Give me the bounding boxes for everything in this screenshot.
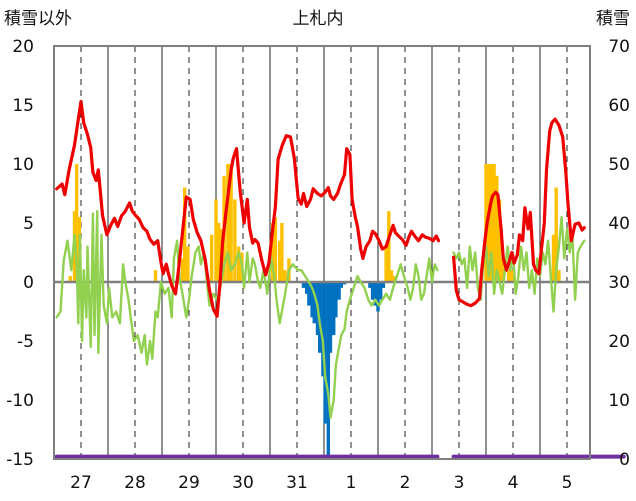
x-tick-label: 5: [562, 473, 573, 493]
x-tick-label: 3: [454, 473, 465, 493]
drop-bar: [376, 282, 380, 312]
drop-bar: [312, 282, 316, 324]
plot-frame: [53, 45, 591, 460]
snowfall-bar: [273, 217, 278, 282]
left-axis-ticks: 20 15 10 5 0 -5 -10 -15: [6, 37, 34, 470]
right-tick-label: 10: [608, 391, 630, 411]
snowfall-bar: [500, 258, 504, 282]
left-tick-label: 10: [12, 155, 34, 175]
drop-bar: [370, 282, 375, 300]
drop-bar: [326, 282, 331, 457]
drop-bar: [337, 282, 341, 300]
snowfall-bar: [153, 270, 158, 282]
drop-bar: [301, 282, 306, 288]
drop-bar: [310, 282, 314, 318]
snowfall-bar: [557, 270, 561, 282]
right-tick-label: 70: [608, 37, 630, 57]
snowfall-bar: [489, 164, 494, 282]
right-tick-label: 20: [608, 332, 630, 352]
chart-title: 上札内: [292, 9, 344, 29]
snowfall-bar: [492, 164, 496, 282]
snowfall-bar: [236, 246, 241, 282]
snowfall-bar: [506, 270, 511, 282]
right-axis-ticks: 70 60 50 40 30 20 10 0: [608, 37, 630, 470]
drop-bar: [305, 282, 309, 294]
snowfall-bar: [278, 240, 282, 282]
temperature-line: [452, 117, 586, 308]
snowfall-bar: [229, 164, 233, 282]
drop-bar: [373, 282, 377, 306]
drop-bar: [321, 282, 325, 377]
x-tick-label: 27: [70, 473, 92, 493]
right-tick-label: 50: [608, 155, 630, 175]
temperature-line: [55, 99, 441, 318]
left-tick-label: 0: [23, 273, 34, 293]
snowfall-bar: [186, 246, 190, 282]
bar-marks: [54, 164, 590, 457]
dewpoint-line: [55, 210, 439, 419]
snowfall-bar: [180, 258, 185, 282]
drop-bar: [332, 282, 336, 336]
snowfall-bar: [280, 223, 284, 282]
snowfall-bar: [389, 270, 394, 282]
x-tick-label: 31: [286, 473, 308, 493]
drop-bar: [339, 282, 343, 288]
right-tick-label: 60: [608, 96, 630, 116]
dewpoint-line: [452, 215, 586, 313]
right-axis-title: 積雪: [596, 9, 630, 29]
left-axis-title: 積雪以外: [4, 9, 72, 29]
x-tick-label: 2: [400, 473, 411, 493]
left-tick-label: 15: [12, 96, 34, 116]
snowfall-bar: [214, 199, 218, 282]
plot-border: [53, 45, 591, 460]
snowfall-bar: [384, 246, 388, 282]
snowfall-bar: [68, 276, 72, 282]
snowfall-bar: [495, 175, 499, 282]
right-tick-label: 40: [608, 214, 630, 234]
drop-bar: [381, 282, 386, 288]
snowfall-bar: [283, 270, 287, 282]
snowfall-bar: [271, 223, 275, 282]
drop-bar: [334, 282, 338, 318]
snowfall-bar: [74, 164, 79, 282]
left-tick-label: 20: [12, 37, 34, 57]
x-tick-label: 4: [508, 473, 519, 493]
right-tick-label: 0: [619, 450, 630, 470]
snowfall-bar: [387, 211, 391, 282]
snowfall-bar: [510, 270, 514, 282]
right-tick-label: 30: [608, 273, 630, 293]
snowfall-bar: [209, 234, 214, 282]
left-tick-label: -5: [17, 332, 34, 352]
x-tick-label: 1: [346, 473, 357, 493]
snowfall-bar: [497, 199, 502, 282]
snowfall-bar: [226, 164, 230, 282]
drop-bar: [307, 282, 311, 306]
x-tick-label: 29: [178, 473, 200, 493]
snowfall-bar: [551, 234, 556, 282]
drop-bar: [379, 282, 383, 300]
snowfall-bar: [233, 199, 237, 282]
left-tick-label: 5: [23, 214, 34, 234]
x-tick-label: 30: [232, 473, 254, 493]
drop-bar: [328, 282, 333, 353]
drop-bar: [323, 282, 327, 424]
snowfall-bar: [554, 187, 558, 282]
grid-lines: [80, 46, 568, 459]
x-axis-ticks: 27 28 29 30 31 1 2 3 4 5: [70, 473, 572, 493]
drop-bar: [368, 282, 372, 288]
snowfall-bar: [182, 187, 187, 282]
x-tick-label: 28: [124, 473, 146, 493]
snowfall-bar: [392, 276, 396, 282]
left-tick-label: -10: [6, 391, 34, 411]
snowfall-bar: [217, 223, 221, 282]
series-lines: [54, 99, 626, 459]
left-tick-label: -15: [6, 450, 34, 470]
